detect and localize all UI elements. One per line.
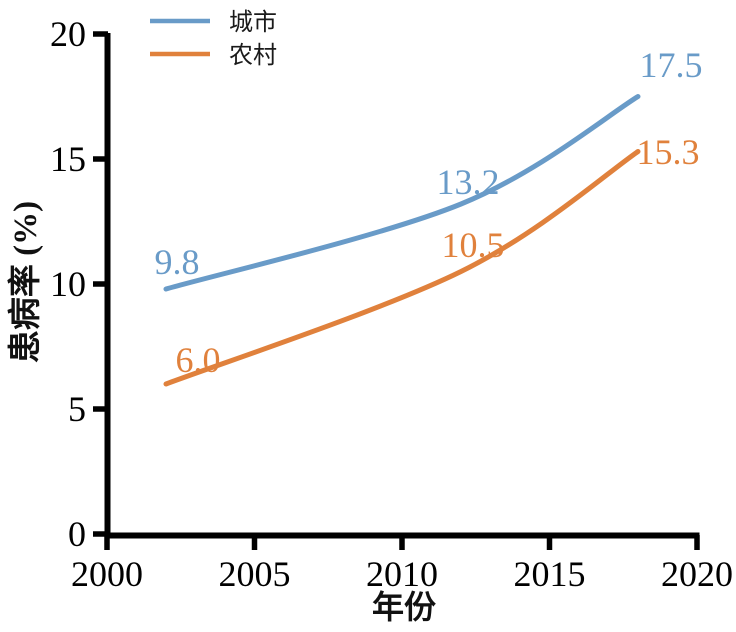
x-tick-label: 2000 — [71, 554, 143, 594]
point-value-label: 15.3 — [637, 132, 700, 172]
x-tick-label: 2005 — [219, 554, 291, 594]
point-value-label: 17.5 — [640, 45, 703, 85]
y-tick-label: 10 — [50, 264, 86, 304]
x-axis-title: 年份 — [372, 589, 436, 625]
point-value-label: 9.8 — [155, 242, 200, 282]
point-value-label: 10.5 — [442, 225, 505, 265]
plot-axes — [93, 31, 700, 550]
y-axis-title: 患病率 (%) — [7, 201, 44, 363]
y-tick-label: 5 — [68, 389, 86, 429]
x-tick-label: 2020 — [661, 554, 733, 594]
axis-tick-labels: 0 5 10 15 20 2000 2005 2010 2015 2020 — [50, 14, 733, 594]
legend-item-label: 城市 — [229, 9, 277, 36]
y-tick-label: 15 — [50, 139, 86, 179]
x-tick-label: 2010 — [366, 554, 438, 594]
rural-series-line — [163, 149, 641, 387]
axis-titles: 年份 患病率 (%) — [7, 201, 436, 625]
data-point-labels: 9.8 13.2 17.5 6.0 10.5 15.3 — [155, 45, 703, 380]
point-value-label: 6.0 — [176, 340, 221, 380]
y-tick-label: 0 — [68, 514, 86, 554]
series-lines — [163, 94, 641, 387]
point-value-label: 13.2 — [437, 162, 500, 202]
x-tick-label: 2015 — [514, 554, 586, 594]
legend-item-label: 农村 — [229, 42, 277, 69]
urban-series-line — [163, 94, 641, 292]
y-tick-label: 20 — [50, 14, 86, 54]
